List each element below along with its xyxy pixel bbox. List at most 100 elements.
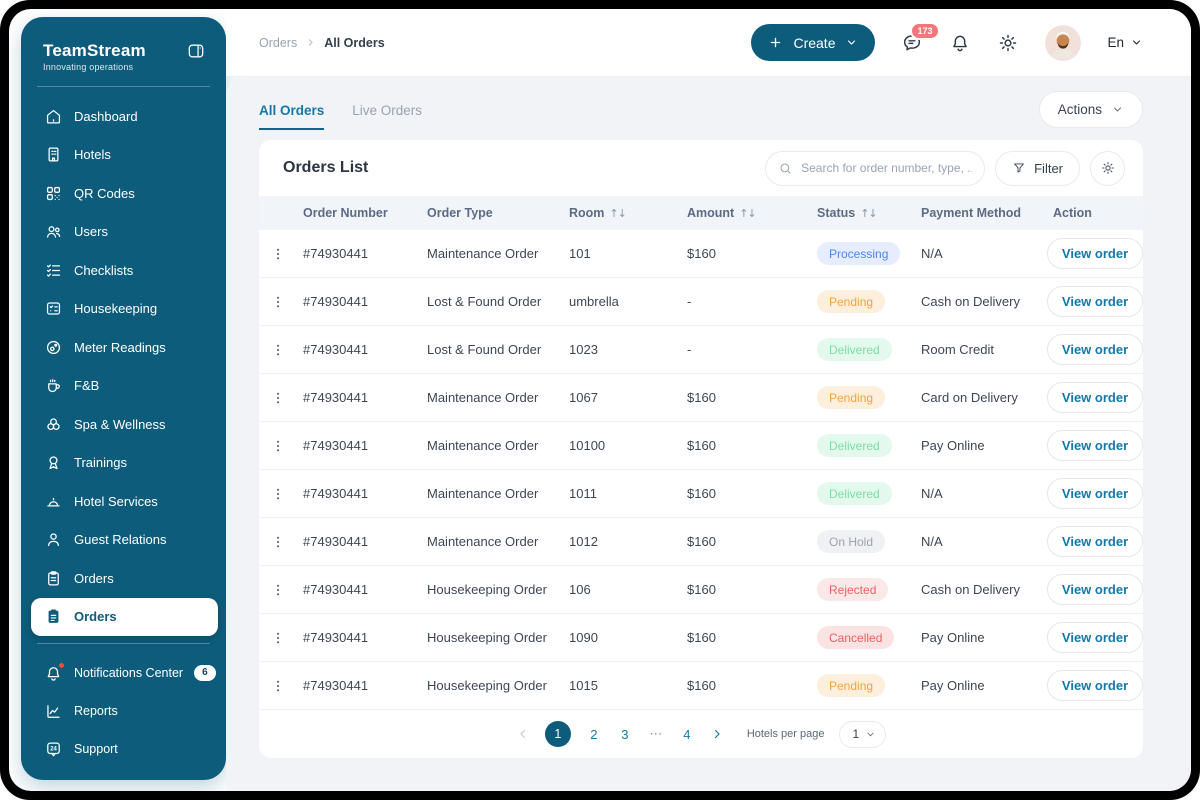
table-settings-button[interactable] xyxy=(1090,150,1125,186)
column-header[interactable]: Room ↑↓ xyxy=(563,206,681,220)
sidebar-item[interactable]: Orders xyxy=(31,597,218,636)
order-number-cell: #74930441 xyxy=(303,342,369,357)
row-menu-icon[interactable] xyxy=(270,582,286,598)
row-menu-icon[interactable] xyxy=(270,486,286,502)
tab[interactable]: Live Orders xyxy=(352,89,422,130)
breadcrumb-parent[interactable]: Orders xyxy=(259,35,298,50)
status-cell: Pending xyxy=(811,386,915,409)
view-order-button[interactable]: View order xyxy=(1047,670,1143,701)
sidebar-item[interactable]: Hotels xyxy=(31,136,218,175)
row-menu-icon[interactable] xyxy=(270,678,286,694)
settings-button[interactable] xyxy=(997,32,1019,54)
sidebar-collapse-icon[interactable] xyxy=(186,41,206,61)
language-label: En xyxy=(1107,35,1124,50)
avatar[interactable] xyxy=(1045,24,1082,61)
view-order-button[interactable]: View order xyxy=(1047,430,1143,461)
search-box xyxy=(765,150,986,186)
sidebar-footer-item[interactable]: Reports xyxy=(31,692,218,730)
sidebar-item[interactable]: Guest Relations xyxy=(31,521,218,560)
main-area: Orders All Orders Create 173 xyxy=(226,9,1191,791)
chevron-down-icon xyxy=(865,729,876,740)
qr-icon xyxy=(44,184,63,203)
table-row: #74930441 Maintenance Order 1011 $160 De… xyxy=(259,470,1143,518)
orders-card-header: Orders List Filter xyxy=(259,140,1143,196)
status-cell: Delivered xyxy=(811,482,915,505)
view-order-button[interactable]: View order xyxy=(1047,238,1143,269)
create-button[interactable]: Create xyxy=(751,24,876,61)
sidebar-item[interactable]: Dashboard xyxy=(31,97,218,136)
per-page-select[interactable]: 1 xyxy=(839,720,887,748)
row-menu-icon[interactable] xyxy=(270,534,286,550)
action-cell: View order xyxy=(1047,478,1143,509)
status-cell: Pending xyxy=(811,290,915,313)
status-badge: Pending xyxy=(817,674,886,697)
row-menu-icon[interactable] xyxy=(270,342,286,358)
sidebar-item[interactable]: Orders xyxy=(31,559,218,598)
sidebar-item[interactable]: Meter Readings xyxy=(31,328,218,367)
tab[interactable]: All Orders xyxy=(259,89,325,130)
sidebar-footer-item[interactable]: Support xyxy=(31,730,218,768)
search-icon xyxy=(778,161,793,176)
pagination: 1 2 3 ⋯ 4 Hotels per page 1 xyxy=(259,710,1143,758)
view-order-button[interactable]: View order xyxy=(1047,334,1143,365)
pagination-page[interactable]: 2 xyxy=(590,726,598,742)
sidebar-item[interactable]: Hotel Services xyxy=(31,482,218,521)
row-menu-icon[interactable] xyxy=(270,246,286,262)
language-selector[interactable]: En xyxy=(1107,35,1143,50)
action-cell: View order xyxy=(1047,382,1143,413)
view-order-button[interactable]: View order xyxy=(1047,478,1143,509)
sidebar-item-label: Orders xyxy=(74,609,117,625)
status-badge: Pending xyxy=(817,386,886,409)
sidebar-item[interactable]: Checklists xyxy=(31,251,218,290)
sidebar-item[interactable]: Spa & Wellness xyxy=(31,405,218,444)
row-menu-cell xyxy=(259,438,297,454)
column-header[interactable]: Amount ↑↓ xyxy=(681,206,811,220)
pagination-page[interactable]: 1 xyxy=(544,721,571,747)
search-input[interactable] xyxy=(801,161,973,175)
messages-button[interactable]: 173 xyxy=(901,21,940,54)
action-cell: View order xyxy=(1047,526,1143,557)
sidebar-footer-item[interactable]: Notifications Center 6 xyxy=(31,654,218,692)
room-cell: 1011 xyxy=(569,486,597,501)
view-order-button[interactable]: View order xyxy=(1047,622,1143,653)
sidebar-item[interactable]: Housekeeping xyxy=(31,290,218,329)
row-menu-icon[interactable] xyxy=(270,294,286,310)
order-number-cell: #74930441 xyxy=(303,534,369,549)
pagination-prev-icon[interactable] xyxy=(516,727,530,741)
column-header-label: Amount xyxy=(687,206,735,220)
order-number-cell: #74930441 xyxy=(303,678,369,693)
pagination-next-icon[interactable] xyxy=(710,727,724,741)
column-header[interactable]: Status ↑↓ xyxy=(811,206,915,220)
card-title: Orders List xyxy=(283,159,369,176)
tabs-row: All Orders Live Orders Actions xyxy=(259,89,1143,130)
view-order-button[interactable]: View order xyxy=(1047,574,1143,605)
view-order-button[interactable]: View order xyxy=(1047,286,1143,317)
chevron-down-icon xyxy=(845,36,858,49)
row-menu-icon[interactable] xyxy=(270,630,286,646)
per-page-value: 1 xyxy=(852,727,860,741)
actions-button[interactable]: Actions xyxy=(1038,91,1143,128)
sidebar-item[interactable]: F&B xyxy=(31,367,218,406)
view-order-button[interactable]: View order xyxy=(1047,382,1143,413)
sidebar-item[interactable]: Users xyxy=(31,213,218,252)
row-menu-icon[interactable] xyxy=(270,438,286,454)
pagination-page[interactable]: 4 xyxy=(683,726,691,742)
room-cell: 106 xyxy=(569,582,591,597)
sidebar-item[interactable]: QR Codes xyxy=(31,174,218,213)
sidebar-item[interactable]: Trainings xyxy=(31,444,218,483)
tab-label: All Orders xyxy=(259,103,325,118)
row-menu-cell xyxy=(259,534,297,550)
amount-cell: - xyxy=(687,342,692,357)
row-menu-icon[interactable] xyxy=(270,390,286,406)
notifications-count-badge: 6 xyxy=(194,665,216,681)
pagination-page[interactable]: 3 xyxy=(621,726,629,742)
filter-button[interactable]: Filter xyxy=(995,150,1080,186)
notifications-button[interactable] xyxy=(949,32,971,54)
amount-cell: $160 xyxy=(687,678,716,693)
column-header: Payment Method xyxy=(915,206,1047,220)
messages-count-badge: 173 xyxy=(910,21,940,40)
view-order-button[interactable]: View order xyxy=(1047,526,1143,557)
table-row: #74930441 Maintenance Order 101 $160 Pro… xyxy=(259,230,1143,278)
order-type-cell: Housekeeping Order xyxy=(427,630,547,645)
payment-method-cell: Cash on Delivery xyxy=(921,582,1020,597)
